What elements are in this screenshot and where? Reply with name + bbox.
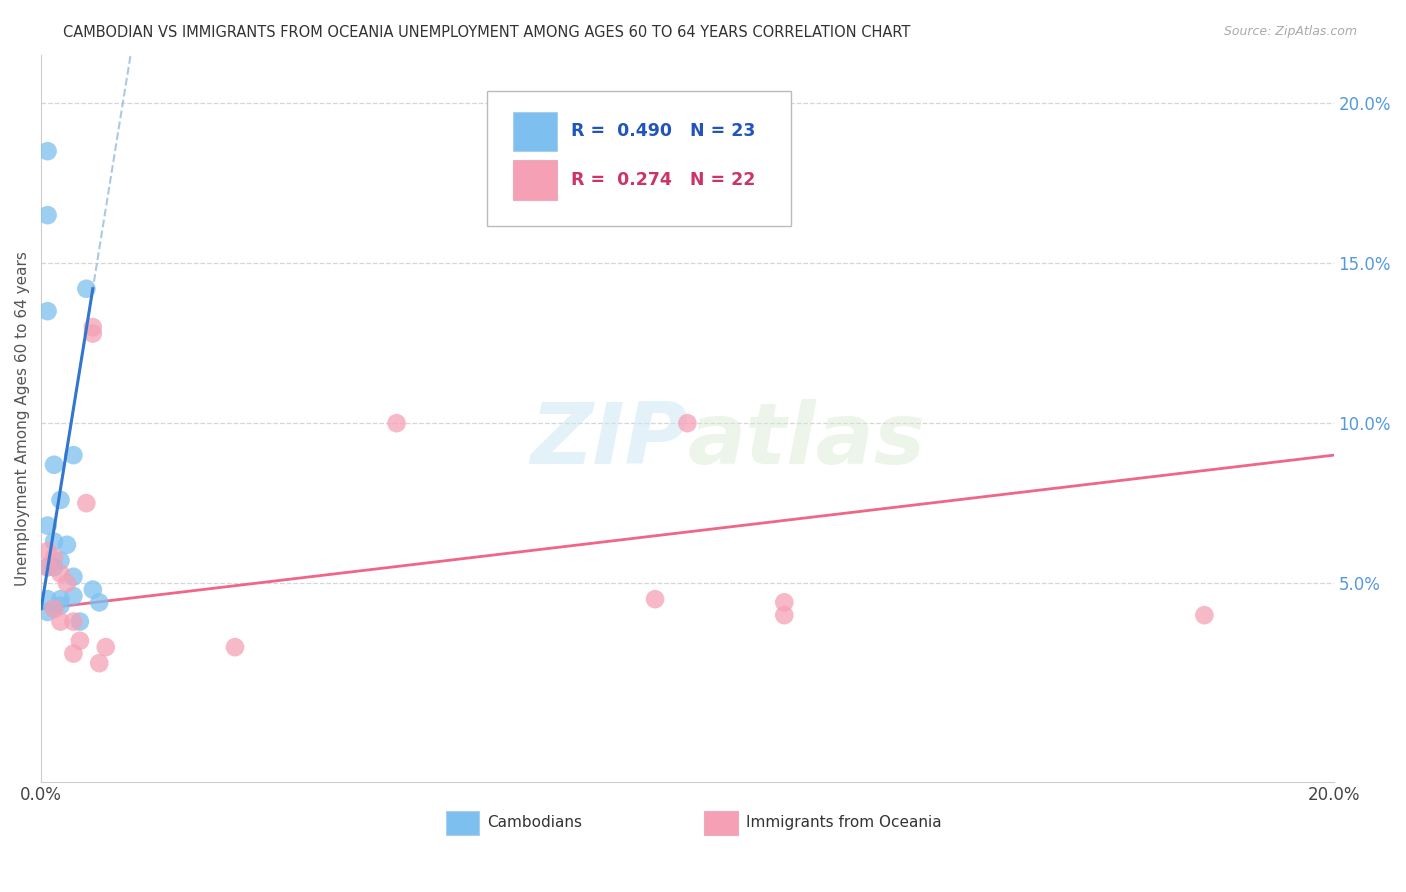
Point: [773, 595, 796, 609]
Point: [42, 550, 65, 565]
Text: Cambodians: Cambodians: [486, 815, 582, 830]
Point: [49, 566, 72, 581]
FancyBboxPatch shape: [513, 161, 557, 200]
Point: [42, 601, 65, 615]
FancyBboxPatch shape: [704, 811, 738, 835]
Text: atlas: atlas: [688, 399, 925, 482]
FancyBboxPatch shape: [513, 112, 557, 151]
Point: [676, 416, 699, 430]
Point: [644, 592, 666, 607]
Text: Source: ZipAtlas.com: Source: ZipAtlas.com: [1223, 25, 1357, 38]
Point: [82, 320, 104, 334]
Point: [42, 534, 65, 549]
Point: [62, 647, 84, 661]
Point: [773, 608, 796, 623]
Point: [49, 554, 72, 568]
Point: [82, 326, 104, 341]
Point: [69, 615, 91, 629]
Point: [37, 560, 59, 574]
Point: [75, 496, 97, 510]
Point: [89, 656, 111, 670]
Point: [89, 595, 111, 609]
FancyBboxPatch shape: [486, 92, 790, 226]
Point: [82, 582, 104, 597]
Point: [42, 458, 65, 472]
Point: [37, 544, 59, 558]
Point: [37, 144, 59, 158]
Text: R =  0.490   N = 23: R = 0.490 N = 23: [571, 122, 755, 140]
Point: [37, 208, 59, 222]
Point: [49, 615, 72, 629]
Point: [37, 518, 59, 533]
Text: R =  0.274   N = 22: R = 0.274 N = 22: [571, 171, 755, 189]
Point: [49, 492, 72, 507]
Point: [224, 640, 246, 655]
Point: [1194, 608, 1216, 623]
FancyBboxPatch shape: [446, 811, 479, 835]
Point: [62, 589, 84, 603]
Point: [49, 592, 72, 607]
Point: [62, 570, 84, 584]
Point: [42, 560, 65, 574]
Point: [37, 304, 59, 318]
Point: [42, 601, 65, 615]
Point: [56, 538, 79, 552]
Point: [62, 448, 84, 462]
Point: [56, 576, 79, 591]
Point: [37, 560, 59, 574]
Point: [62, 615, 84, 629]
Point: [94, 640, 117, 655]
Y-axis label: Unemployment Among Ages 60 to 64 years: Unemployment Among Ages 60 to 64 years: [15, 251, 30, 586]
Point: [37, 605, 59, 619]
Text: ZIP: ZIP: [530, 399, 688, 482]
Point: [385, 416, 408, 430]
Point: [49, 599, 72, 613]
Point: [75, 282, 97, 296]
Text: CAMBODIAN VS IMMIGRANTS FROM OCEANIA UNEMPLOYMENT AMONG AGES 60 TO 64 YEARS CORR: CAMBODIAN VS IMMIGRANTS FROM OCEANIA UNE…: [63, 25, 911, 40]
Text: Immigrants from Oceania: Immigrants from Oceania: [745, 815, 941, 830]
Point: [37, 592, 59, 607]
Point: [69, 633, 91, 648]
